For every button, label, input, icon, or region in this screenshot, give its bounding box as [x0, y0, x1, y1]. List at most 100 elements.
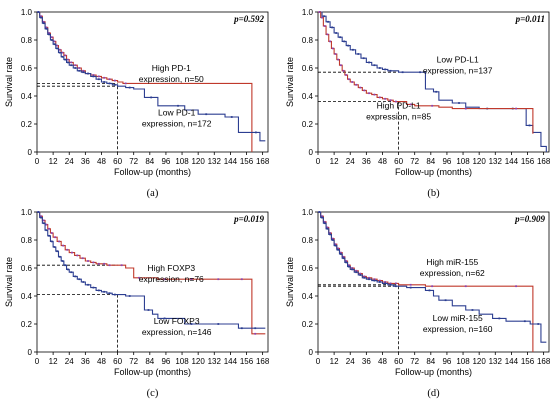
annotation-line-2: expression, n=76 [139, 274, 204, 284]
x-tick-label: 24 [346, 357, 355, 366]
x-tick-label: 84 [426, 357, 435, 366]
censor-mark [401, 71, 404, 74]
censor-mark [339, 64, 342, 67]
censor-mark [347, 264, 350, 267]
censor-mark [120, 264, 123, 267]
censor-mark [334, 243, 337, 246]
censor-mark [70, 61, 73, 64]
censor-mark [138, 276, 140, 279]
censor-mark [217, 278, 220, 281]
censor-mark [339, 36, 342, 39]
x-tick-label: 0 [316, 357, 321, 366]
censor-mark [368, 278, 370, 281]
annotation-line-1: High miR-155 [426, 257, 478, 267]
censor-mark [74, 64, 77, 67]
x-tick-label: 36 [362, 357, 371, 366]
km-panel-2: 00.20.40.60.81.00 12 24 36 48 60 72 84 96 108 120 1… [285, 8, 550, 199]
x-tick-label: 144 [505, 357, 519, 366]
censor-mark [87, 283, 89, 286]
y-tick-label: 1.0 [21, 8, 33, 17]
censor-mark [163, 278, 166, 281]
censor-mark [163, 317, 166, 320]
censor-mark [48, 234, 50, 237]
censor-mark [70, 64, 73, 67]
censor-mark [389, 69, 392, 72]
p-value: p=0.592 [233, 14, 264, 24]
x-tick-label: 84 [145, 357, 154, 366]
x-tick-label: 12 [49, 157, 58, 166]
censor-mark [230, 116, 233, 118]
x-tick-label: 60 [394, 357, 403, 366]
censor-mark [345, 260, 348, 262]
censor-mark [343, 40, 346, 43]
censor-mark [240, 327, 243, 330]
censor-mark [97, 75, 100, 78]
censor-mark [78, 67, 81, 69]
censor-mark [66, 61, 69, 64]
censor-mark [71, 251, 73, 254]
censor-mark [42, 222, 45, 225]
annotation-line-1: High PD-1 [152, 63, 191, 73]
censor-mark [334, 244, 337, 247]
x-tick-label: 72 [129, 157, 138, 166]
y-tick-label: 1.0 [21, 208, 33, 217]
censor-mark [321, 16, 323, 19]
censor-mark [389, 282, 392, 285]
x-tick-label: 168 [256, 357, 270, 366]
censor-mark [523, 320, 526, 323]
censor-mark [528, 124, 531, 127]
censor-mark [205, 113, 208, 116]
x-tick-label: 36 [81, 157, 90, 166]
censor-mark [50, 232, 53, 234]
censor-mark [66, 58, 69, 61]
censor-mark [97, 289, 100, 292]
x-tick-label: 132 [489, 157, 503, 166]
x-tick-label: 0 [35, 157, 40, 166]
censor-mark [103, 76, 106, 79]
censor-mark [53, 43, 56, 46]
survival-curve-1 [318, 211, 534, 352]
censor-mark [368, 276, 370, 279]
censor-mark [359, 86, 362, 89]
censor-mark [56, 44, 59, 47]
x-tick-label: 108 [456, 357, 470, 366]
y-tick-label: 0.4 [302, 292, 314, 301]
censor-mark [50, 39, 53, 41]
censor-mark [464, 285, 467, 288]
x-tick-label: 108 [175, 357, 189, 366]
censor-mark [37, 211, 40, 213]
x-tick-label: 96 [161, 157, 170, 166]
y-tick-label: 0.8 [302, 236, 314, 245]
annotation-line-2: expression, n=160 [423, 324, 493, 334]
censor-mark [357, 53, 360, 55]
censor-mark [108, 78, 111, 81]
y-tick-label: 0.6 [302, 64, 314, 73]
x-tick-label: 144 [224, 357, 238, 366]
x-tick-label: 132 [208, 157, 222, 166]
censor-mark [48, 227, 50, 230]
censor-mark [326, 33, 329, 36]
x-tick-label: 60 [113, 357, 122, 366]
censor-mark [78, 278, 81, 281]
y-tick-label: 0.6 [21, 64, 33, 73]
censor-mark [351, 267, 354, 269]
censor-mark [50, 240, 53, 243]
x-tick-label: 84 [145, 157, 154, 166]
x-tick-label: 48 [97, 157, 106, 166]
censor-mark [327, 20, 329, 23]
x-tick-label: 168 [256, 157, 270, 166]
censor-mark [337, 247, 340, 250]
x-tick-label: 0 [35, 357, 40, 366]
p-value: p=0.019 [233, 214, 264, 224]
x-tick-label: 168 [537, 357, 550, 366]
censor-mark [464, 107, 467, 110]
censor-mark [537, 323, 540, 325]
censor-mark [345, 261, 348, 264]
censor-mark [323, 25, 326, 27]
censor-mark [362, 57, 365, 60]
x-tick-label: 120 [472, 357, 486, 366]
plot-frame [317, 11, 550, 153]
censor-mark [355, 271, 358, 274]
censor-mark [342, 255, 345, 258]
annotation-line-1: Low PD-1 [158, 108, 196, 118]
